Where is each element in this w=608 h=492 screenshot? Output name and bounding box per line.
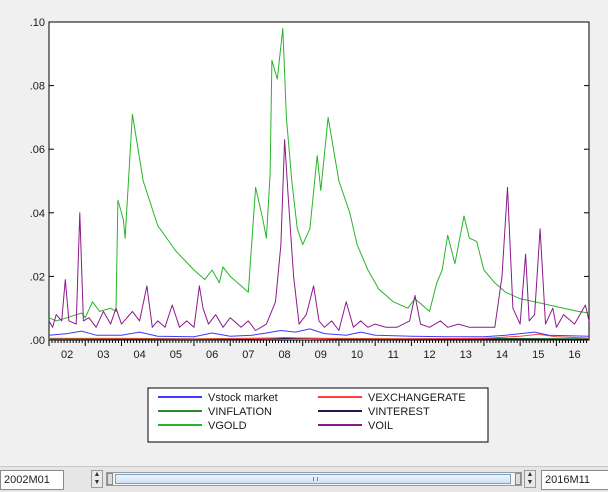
y-tick-label: .08 bbox=[30, 81, 45, 93]
sample-range-scrollbar[interactable]: 2002M01 ▲ ▼ ▲ ▼ 2016M11 bbox=[0, 466, 608, 492]
series-line-vstock-market bbox=[48, 328, 590, 338]
series-line-voil bbox=[48, 139, 590, 331]
series-layer bbox=[48, 27, 590, 340]
plot-area bbox=[48, 21, 590, 341]
legend: Vstock market VEXCHANGERATE VINFLATION VINT… bbox=[147, 387, 489, 443]
y-tick-label: .06 bbox=[30, 144, 45, 156]
series-line-vexchangerate bbox=[48, 333, 590, 340]
grip-icon bbox=[313, 477, 318, 481]
y-tick-label: .10 bbox=[30, 17, 45, 29]
x-tick-label: 11 bbox=[388, 349, 399, 361]
x-axis: 02 03 04 05 06 07 08 09 10 11 12 13 14 15 16 bbox=[48, 340, 588, 361]
end-spinner[interactable]: ▲ ▼ bbox=[524, 470, 536, 488]
sample-end-field[interactable]: 2016M11 bbox=[541, 470, 608, 490]
x-tick-label: 03 bbox=[97, 349, 109, 361]
x-tick-label: 14 bbox=[496, 349, 508, 361]
legend-label: VOIL bbox=[368, 420, 393, 432]
x-tick-label: 10 bbox=[351, 349, 363, 361]
x-tick-label: 13 bbox=[460, 349, 472, 361]
legend-label: VGOLD bbox=[208, 420, 247, 432]
legend-label: VINFLATION bbox=[208, 406, 272, 418]
x-tick-label: 15 bbox=[532, 349, 544, 361]
start-spinner[interactable]: ▲ ▼ bbox=[91, 470, 103, 488]
y-tick-label: .02 bbox=[30, 271, 45, 283]
range-left-handle[interactable] bbox=[107, 473, 113, 485]
x-tick-label: 04 bbox=[133, 349, 145, 361]
x-tick-label: 02 bbox=[61, 349, 73, 361]
line-chart: .00 .02 .04 .06 .08 .10 02 03 04 05 06 07 08 09 10 11 1… bbox=[29, 17, 590, 443]
series-line-vgold bbox=[48, 27, 590, 322]
sample-start-field[interactable]: 2002M01 bbox=[0, 470, 64, 490]
x-tick-label: 09 bbox=[315, 349, 327, 361]
x-tick-label: 07 bbox=[242, 349, 254, 361]
x-tick-label: 16 bbox=[568, 349, 580, 361]
x-tick-label: 06 bbox=[206, 349, 218, 361]
range-right-handle[interactable] bbox=[515, 473, 521, 485]
x-tick-label: 08 bbox=[278, 349, 290, 361]
x-tick-label: 12 bbox=[423, 349, 435, 361]
range-track[interactable] bbox=[106, 472, 522, 486]
x-tick-label: 05 bbox=[170, 349, 182, 361]
y-tick-label: .04 bbox=[30, 208, 45, 220]
y-tick-label: .00 bbox=[30, 335, 45, 347]
legend-label: VEXCHANGERATE bbox=[368, 392, 466, 404]
legend-label: Vstock market bbox=[208, 392, 278, 404]
legend-label: VINTEREST bbox=[368, 406, 430, 418]
range-thumb[interactable] bbox=[115, 474, 511, 484]
y-axis: .00 .02 .04 .06 .08 .10 bbox=[30, 17, 589, 347]
